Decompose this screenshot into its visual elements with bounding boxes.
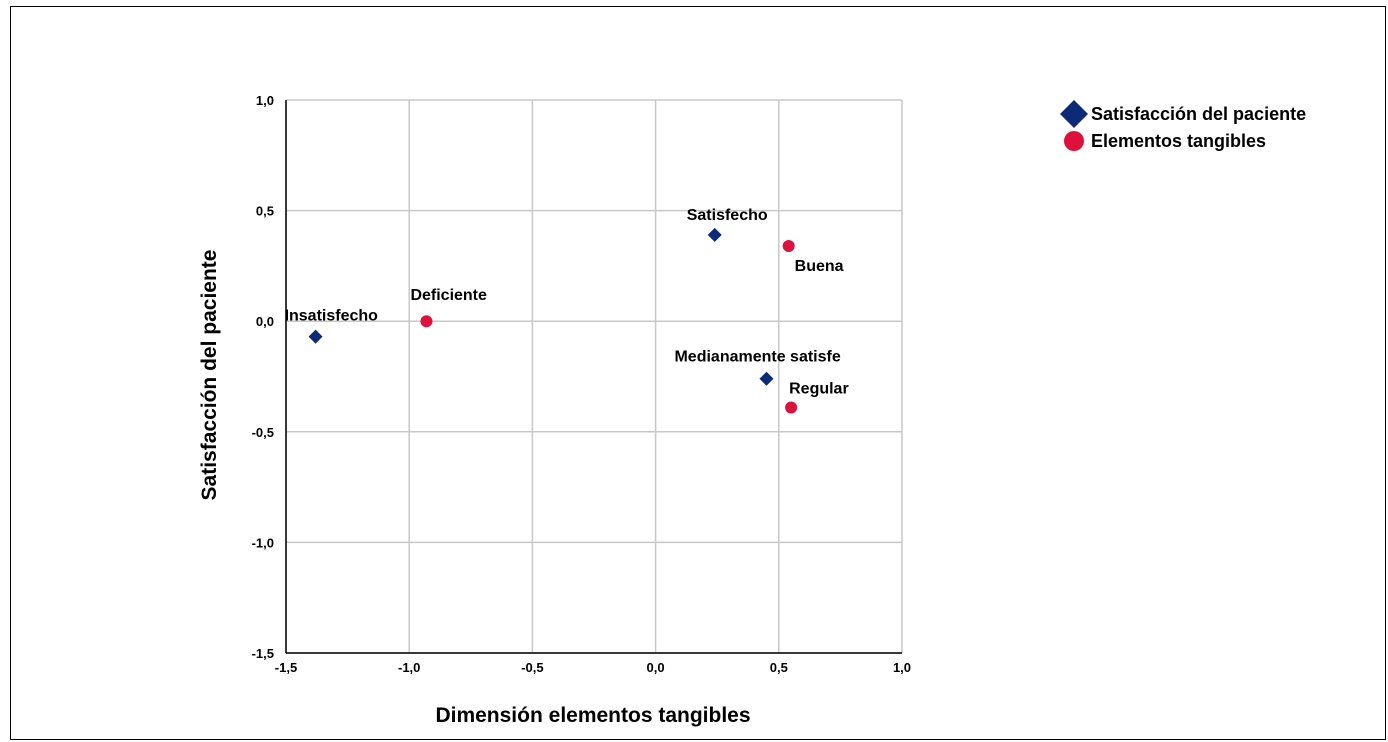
point-label: Deficiente: [410, 287, 487, 304]
legend-label: Satisfacción del paciente: [1091, 104, 1306, 124]
axes: [285, 100, 902, 654]
x-axis-title: Dimensión elementos tangibles: [435, 704, 750, 727]
y-axis-title: Satisfacción del paciente: [198, 250, 221, 501]
point-label: Regular: [789, 380, 849, 397]
point-label: Insatisfecho: [285, 308, 379, 325]
diamond-marker: [759, 371, 774, 386]
x-tick-labels: -1,5 -1,0 -0,5 0,0 0,5 1,0: [275, 660, 911, 675]
legend-circle-marker: [1064, 131, 1084, 151]
y-tick-labels: -1,5 -1,0 -0,5 0,0 0,5 1,0: [252, 93, 274, 661]
diamond-marker: [308, 329, 323, 344]
point-label: Medianamente satisfe: [674, 349, 840, 366]
y-tick-label: -1,5: [252, 646, 274, 661]
x-tick-label: 0,0: [647, 660, 665, 675]
y-tick-label: 0,0: [256, 314, 274, 329]
data-points: [308, 227, 798, 414]
circle-marker: [782, 239, 795, 252]
legend: Satisfacción del paciente Elementos tangi…: [1060, 100, 1306, 151]
x-tick-label: 1,0: [893, 660, 911, 675]
legend-diamond-marker: [1060, 100, 1088, 128]
chart-frame: [10, 6, 1386, 740]
point-labels: Insatisfecho Satisfecho Medianamente satis…: [285, 207, 849, 398]
grid-lines: [285, 99, 903, 654]
point-label: Satisfecho: [687, 207, 768, 224]
y-tick-label: 1,0: [256, 93, 274, 108]
x-tick-label: -1,0: [398, 660, 420, 675]
circle-marker: [420, 315, 433, 328]
y-tick-label: -0,5: [252, 425, 274, 440]
point-label: Buena: [795, 258, 844, 275]
x-tick-label: -1,5: [275, 660, 297, 675]
diamond-marker: [707, 227, 722, 242]
y-tick-label: 0,5: [256, 204, 274, 219]
x-tick-label: 0,5: [770, 660, 788, 675]
y-tick-label: -1,0: [252, 535, 274, 550]
legend-label: Elementos tangibles: [1091, 131, 1266, 151]
circle-marker: [785, 401, 798, 414]
x-tick-label: -0,5: [521, 660, 543, 675]
